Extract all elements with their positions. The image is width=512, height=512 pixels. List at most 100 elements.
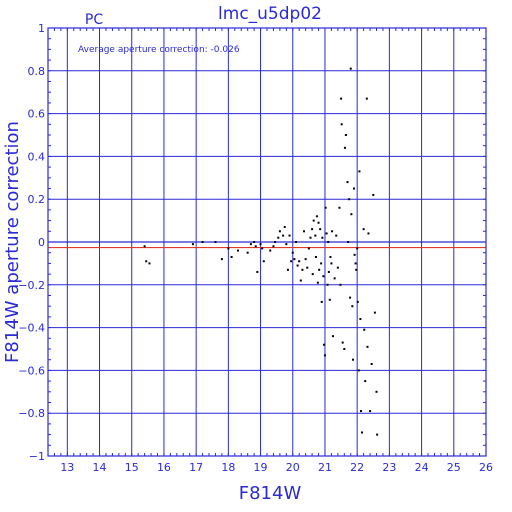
data-point <box>253 241 256 243</box>
y-tick-label: 0.8 <box>28 65 46 78</box>
data-point <box>349 296 352 299</box>
data-point <box>288 234 291 237</box>
data-point <box>320 300 323 303</box>
data-point <box>291 251 294 254</box>
y-tick-label: 0.2 <box>28 193 46 206</box>
data-point <box>344 134 347 136</box>
data-point <box>272 245 275 248</box>
data-point <box>358 170 361 173</box>
data-point <box>367 232 370 235</box>
data-point <box>366 345 369 348</box>
data-point <box>254 245 257 248</box>
data-point <box>299 279 302 282</box>
data-point <box>369 410 372 413</box>
x-tick-label: 23 <box>382 461 396 474</box>
data-point <box>296 264 299 267</box>
y-tick-label: −1 <box>29 450 45 463</box>
data-point <box>262 260 265 263</box>
data-point <box>316 281 319 284</box>
data-point <box>361 431 364 434</box>
data-point <box>326 283 329 286</box>
data-point <box>312 219 315 222</box>
data-point <box>330 262 333 265</box>
data-point <box>237 249 240 252</box>
data-point <box>246 251 249 254</box>
data-point <box>343 146 346 149</box>
data-point <box>283 226 286 229</box>
y-tick-label: −0.8 <box>18 407 45 420</box>
data-point <box>256 270 259 273</box>
data-point <box>311 228 314 231</box>
data-point <box>324 206 327 209</box>
data-point <box>314 255 317 258</box>
y-tick-label: 0 <box>38 236 45 249</box>
data-point <box>261 247 264 250</box>
data-point <box>332 335 335 338</box>
axis-ticks <box>47 27 487 457</box>
data-point <box>363 328 366 331</box>
reference-lines <box>48 241 486 249</box>
data-point <box>375 390 378 393</box>
data-point <box>282 234 285 237</box>
data-point <box>320 262 323 265</box>
data-point <box>143 245 146 248</box>
data-points <box>143 67 379 436</box>
data-point <box>277 236 280 239</box>
data-point <box>336 266 339 269</box>
data-point <box>353 253 356 256</box>
data-point <box>220 258 223 261</box>
data-point <box>317 221 320 224</box>
data-point <box>321 236 324 239</box>
detector-label: PC <box>85 12 103 28</box>
data-point <box>201 241 204 243</box>
data-point <box>145 260 148 263</box>
data-point <box>315 215 318 218</box>
y-axis-title: F814W aperture correction <box>2 121 23 363</box>
data-point <box>372 193 375 196</box>
data-point <box>327 241 330 243</box>
data-point <box>278 230 281 233</box>
data-point <box>340 97 343 100</box>
data-point <box>359 318 362 321</box>
data-point <box>370 362 373 365</box>
data-point <box>343 348 346 350</box>
x-tick-label: 26 <box>479 461 493 474</box>
data-point <box>356 300 359 303</box>
data-point <box>249 243 252 246</box>
data-point <box>376 433 379 436</box>
data-point <box>325 232 328 235</box>
data-point <box>269 249 272 252</box>
data-point <box>259 243 262 246</box>
y-tick-label: −0.2 <box>18 279 45 292</box>
data-point <box>148 262 151 265</box>
data-point <box>293 258 296 261</box>
x-tick-label: 21 <box>318 461 332 474</box>
x-tick-label: 24 <box>415 461 429 474</box>
data-point <box>351 305 354 308</box>
data-point <box>352 187 355 190</box>
chart-title: lmc_u5dp02 <box>218 4 322 24</box>
data-point <box>230 255 233 258</box>
data-point <box>286 268 289 271</box>
data-point <box>333 277 336 280</box>
data-point <box>341 341 344 344</box>
data-point <box>335 234 338 237</box>
data-point <box>362 228 365 231</box>
y-tick-label: 0.4 <box>28 150 46 163</box>
x-tick-label: 22 <box>350 461 364 474</box>
data-point <box>360 410 363 413</box>
data-point <box>365 97 368 100</box>
data-point <box>304 258 307 261</box>
data-point <box>351 358 354 361</box>
data-point <box>327 270 330 273</box>
data-point <box>354 262 357 265</box>
data-point <box>294 241 297 243</box>
y-tick-label: −0.4 <box>18 322 45 335</box>
x-tick-label: 25 <box>447 461 461 474</box>
data-point <box>350 213 353 216</box>
y-tick-label: 0.6 <box>28 108 46 121</box>
data-point <box>347 241 350 243</box>
data-point <box>329 255 332 258</box>
data-point <box>323 354 326 357</box>
